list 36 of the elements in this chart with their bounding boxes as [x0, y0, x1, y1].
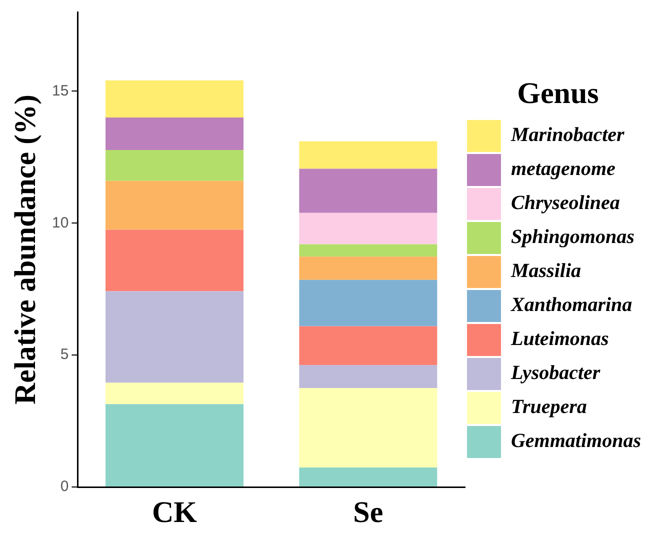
y-axis-title: Relative abundance (%)	[8, 94, 42, 404]
legend-label: Sphingomonas	[510, 226, 635, 248]
y-tick-label: 5	[60, 346, 69, 364]
bar	[299, 467, 438, 486]
legend-title: Genus	[517, 76, 599, 110]
bar	[106, 291, 244, 383]
legend-label: Marinobacter	[510, 124, 625, 146]
bar	[299, 326, 438, 366]
bar	[299, 244, 438, 257]
legend-label: Truepera	[510, 396, 587, 418]
bar	[299, 168, 438, 213]
legend-label: metagenome	[510, 158, 616, 180]
bar	[106, 382, 244, 404]
x-tick-label: CK	[152, 496, 198, 529]
y-tick-label: 15	[52, 82, 69, 100]
legend-label: Gemmatimonas	[510, 430, 642, 452]
bar	[299, 365, 438, 388]
bar	[106, 118, 244, 150]
legend-label: Chryseolinea	[510, 192, 620, 214]
bar	[299, 388, 438, 468]
bar	[106, 230, 244, 292]
bar	[106, 80, 244, 118]
bar	[299, 212, 438, 244]
x-tick-label: Se	[353, 496, 384, 529]
bar	[299, 141, 438, 169]
legend-label: Luteimonas	[510, 328, 609, 350]
bar	[106, 180, 244, 230]
legend-label: Massilia	[510, 260, 582, 282]
bar	[106, 150, 244, 181]
legend-label: Lysobacter	[510, 362, 600, 384]
bar	[299, 280, 438, 326]
legend-label: Xanthomarina	[510, 294, 632, 316]
y-tick-label: 0	[60, 478, 69, 496]
bar	[299, 256, 438, 280]
bar	[106, 404, 244, 486]
y-tick-label: 10	[52, 214, 69, 232]
